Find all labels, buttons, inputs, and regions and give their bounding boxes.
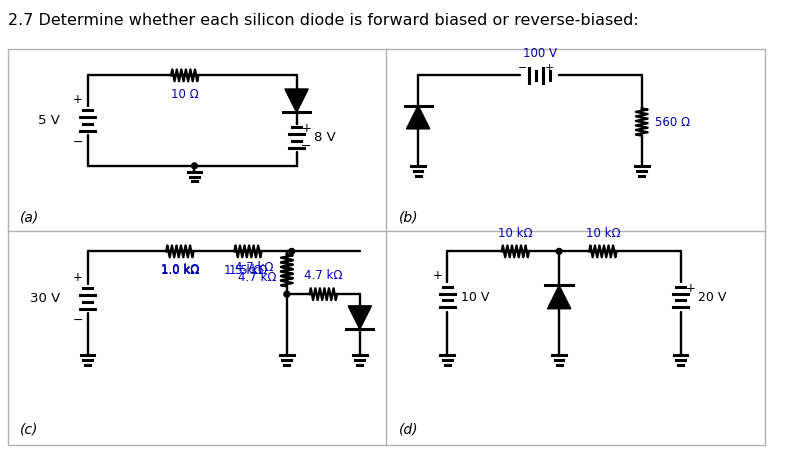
Text: (d): (d) [399,422,418,436]
Circle shape [556,248,562,254]
Text: +: + [685,282,696,295]
Text: 1.5 kΩ: 1.5 kΩ [228,264,267,277]
Text: 10 kΩ: 10 kΩ [586,227,620,240]
Text: 1.0 kΩ: 1.0 kΩ [161,264,199,277]
Text: 2.7 Determine whether each silicon diode is forward biased or reverse-biased:: 2.7 Determine whether each silicon diode… [8,13,638,28]
Text: +: + [73,93,83,106]
Text: 1.5 kΩ: 1.5 kΩ [224,264,262,277]
Polygon shape [285,89,308,112]
Text: (a): (a) [19,210,39,224]
Text: (b): (b) [399,210,418,224]
Circle shape [192,163,197,169]
Circle shape [284,291,290,297]
Text: 560 Ω: 560 Ω [655,116,690,129]
Circle shape [289,248,295,254]
Polygon shape [548,285,571,309]
Text: 8 V: 8 V [314,131,336,144]
Text: 4.7 kΩ: 4.7 kΩ [235,262,273,274]
Text: 1.0 kΩ: 1.0 kΩ [161,264,199,277]
Text: 10 V: 10 V [461,291,490,303]
Text: +: + [302,123,311,135]
Text: +: + [73,271,83,284]
Polygon shape [407,106,430,129]
Text: 20 V: 20 V [698,291,727,303]
Text: 10 Ω: 10 Ω [171,88,199,101]
Text: −: − [72,135,83,149]
Text: +: + [544,62,554,73]
Text: −: − [517,62,527,73]
Text: −: − [301,140,311,153]
Polygon shape [348,306,372,329]
Text: 30 V: 30 V [30,292,60,305]
Text: 10 kΩ: 10 kΩ [498,227,533,240]
Text: 4.7 kΩ: 4.7 kΩ [304,269,342,282]
Bar [8,49,765,445]
Text: 1.0 kΩ: 1.0 kΩ [161,263,199,276]
Text: +: + [432,269,443,282]
Text: 4.7 kΩ: 4.7 kΩ [238,271,277,284]
Text: −: − [72,313,83,326]
Text: (c): (c) [19,422,38,436]
Text: 100 V: 100 V [523,47,556,60]
Text: 5 V: 5 V [38,114,60,127]
